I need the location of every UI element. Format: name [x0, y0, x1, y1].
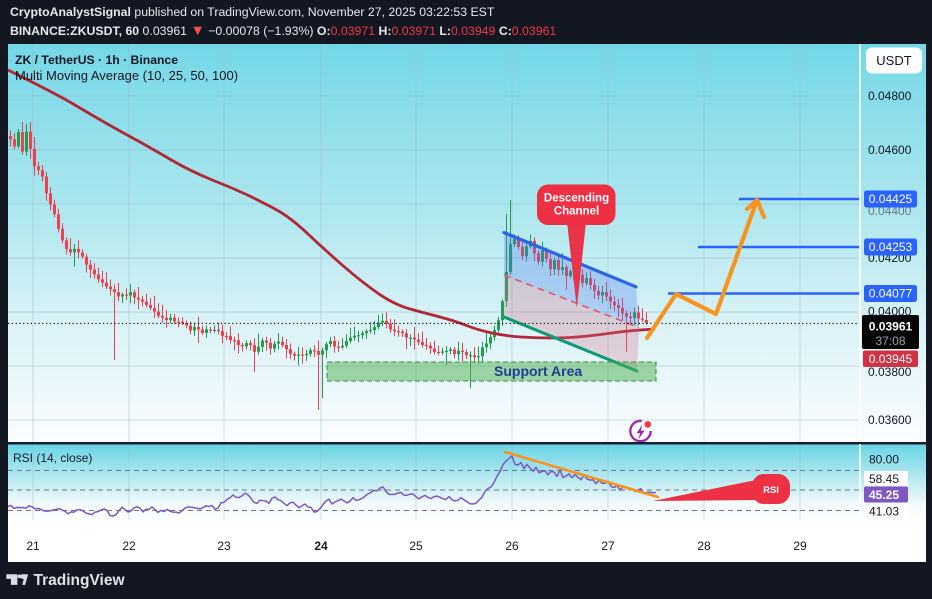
svg-text:45.25: 45.25 [869, 488, 899, 502]
svg-text:0.03945: 0.03945 [869, 352, 913, 366]
svg-text:0.04253: 0.04253 [869, 240, 913, 254]
svg-text:CryptoAnalystSignal published: CryptoAnalystSignal published on Trading… [10, 5, 495, 19]
svg-text:USDT: USDT [876, 53, 911, 68]
svg-text:0.04077: 0.04077 [869, 287, 913, 301]
svg-text:Multi Moving Average (10, 25,: Multi Moving Average (10, 25, 50, 100) [15, 68, 238, 83]
svg-text:RSI: RSI [763, 485, 779, 496]
svg-text:41.03: 41.03 [869, 505, 899, 519]
svg-text:0.03800: 0.03800 [868, 365, 912, 379]
svg-text:29: 29 [793, 539, 807, 553]
svg-text:Descending: Descending [544, 193, 609, 205]
svg-text:21: 21 [26, 539, 40, 553]
svg-text:0.04600: 0.04600 [868, 143, 912, 157]
svg-text:0.03961: 0.03961 [869, 320, 913, 334]
svg-text:26: 26 [505, 539, 519, 553]
svg-text:22: 22 [122, 539, 136, 553]
svg-text:Channel: Channel [554, 206, 599, 218]
svg-text:23: 23 [217, 539, 231, 553]
svg-text:28: 28 [697, 539, 711, 553]
svg-text:TradingView: TradingView [34, 572, 126, 589]
svg-text:0.04800: 0.04800 [868, 89, 912, 103]
svg-text:80.00: 80.00 [869, 453, 899, 467]
svg-text:58.45: 58.45 [869, 472, 899, 486]
svg-text:24: 24 [314, 539, 328, 553]
svg-text:RSI (14, close): RSI (14, close) [13, 451, 92, 465]
svg-text:Support Area: Support Area [494, 363, 582, 379]
svg-text:0.04425: 0.04425 [869, 192, 913, 206]
svg-text:BINANCE:ZKUSDT, 60 0.03961 ▼: BINANCE:ZKUSDT, 60 0.03961 ▼ −0.00078 (−… [10, 23, 556, 39]
svg-text:0.03600: 0.03600 [868, 413, 912, 427]
svg-text:ZK / TetherUS · 1h · Binance: ZK / TetherUS · 1h · Binance [15, 53, 178, 67]
svg-text:27: 27 [601, 539, 615, 553]
svg-text:37:08: 37:08 [875, 334, 905, 348]
svg-text:25: 25 [409, 539, 423, 553]
